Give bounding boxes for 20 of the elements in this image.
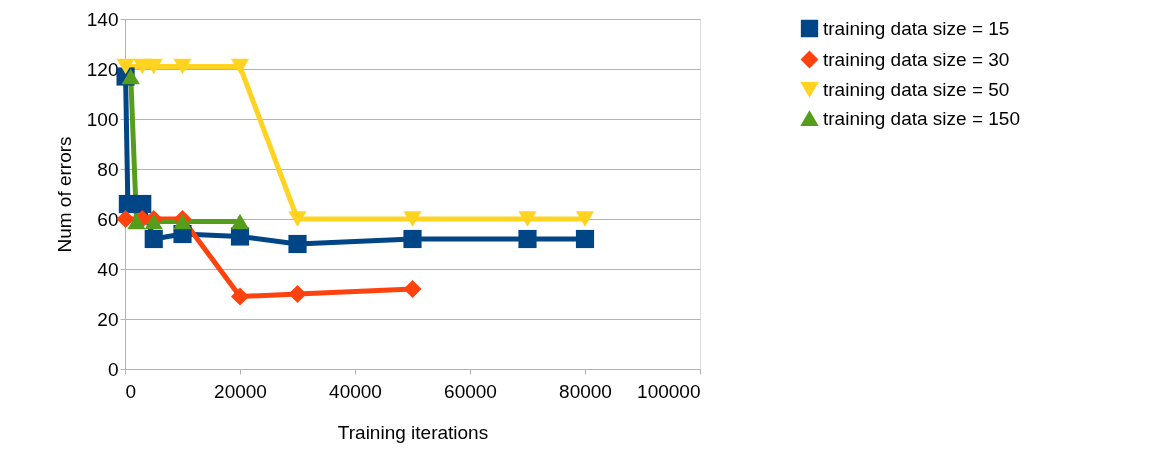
legend-label: training data size = 150 [823, 107, 1020, 129]
x-tick-label: 20000 [214, 380, 267, 402]
x-tick-label: 60000 [444, 380, 497, 402]
legend-label: training data size = 30 [823, 48, 1010, 70]
x-axis-title: Training iterations [337, 421, 489, 443]
legend-label: training data size = 50 [823, 78, 1010, 100]
x-tick-label: 40000 [329, 380, 382, 402]
y-tick-label: 100 [86, 108, 119, 130]
y-tick-label: 40 [97, 258, 119, 280]
y-tick-label: 120 [86, 58, 119, 80]
legend-label: training data size = 15 [823, 17, 1010, 39]
y-tick-label: 140 [86, 8, 119, 30]
y-tick-label: 20 [97, 308, 119, 330]
x-tick-label: 0 [125, 380, 137, 402]
x-tick-label: 80000 [559, 380, 612, 402]
y-tick-label: 60 [97, 208, 119, 230]
y-tick-label: 80 [97, 158, 119, 180]
x-tick-label: 100000 [637, 380, 701, 402]
y-tick-label: 0 [107, 358, 119, 380]
y-axis-title: Num of errors [53, 136, 75, 253]
